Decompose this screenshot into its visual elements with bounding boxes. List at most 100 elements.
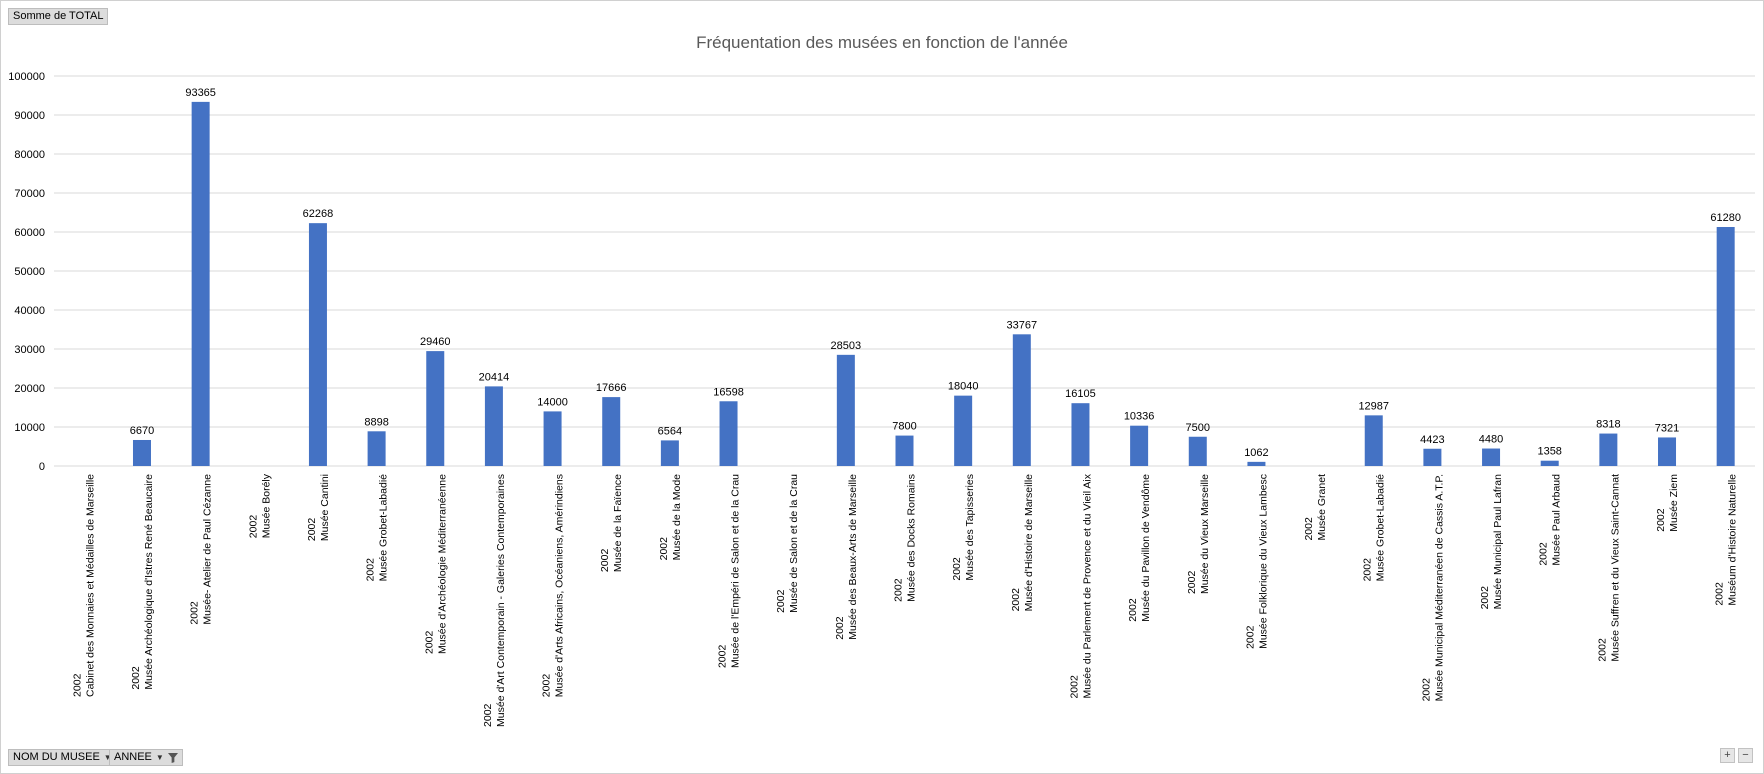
data-label: 8898 <box>364 416 388 428</box>
x-tick-name: Musée du Vieux Marseille <box>1199 474 1211 594</box>
x-tick-year: 2002 <box>1596 638 1608 662</box>
dropdown-arrow-icon: ▼ <box>155 753 164 762</box>
data-label: 7500 <box>1186 422 1210 434</box>
y-tick-label: 20000 <box>14 383 45 395</box>
x-tick-name: Musée des Beaux-Arts de Marseille <box>847 474 859 640</box>
chart-title: Fréquentation des musées en fonction de … <box>696 33 1068 52</box>
x-tick-year: 2002 <box>599 549 611 573</box>
y-tick-label: 50000 <box>14 266 45 278</box>
bar <box>1188 436 1207 466</box>
bars: 6670 93365 62268 8898 29460 20414 14000 17666 65… <box>130 87 1741 467</box>
value-field-button[interactable]: Somme de TOTAL <box>8 8 109 25</box>
x-tick-label: 2002 Musée des Beaux-Arts de Marseille <box>834 474 859 640</box>
x-tick-label: 2002 Musée Borély <box>247 473 272 538</box>
bar <box>895 435 914 466</box>
x-tick-label: 2002 Musée Archéologique d'Istres René Be… <box>130 474 155 690</box>
x-tick-name: Musée d'Arts Africains, Océaniens, Améri… <box>554 474 566 697</box>
y-tick-label: 0 <box>39 461 45 473</box>
x-tick-year: 2002 <box>365 558 377 582</box>
bar <box>954 395 973 466</box>
data-label: 28503 <box>831 340 862 352</box>
bar <box>308 223 327 466</box>
bar <box>1130 425 1149 466</box>
x-tick-name: Musée Municipal Méditerranéen de Cassis … <box>1433 474 1445 701</box>
x-tick-year: 2002 <box>1068 675 1080 699</box>
x-tick-label: 2002 Musée du Parlement de Provence et du… <box>1068 473 1093 698</box>
x-tick-name: Musée d'Histoire de Marseille <box>1023 474 1035 612</box>
bar <box>1423 448 1442 466</box>
x-tick-label: 2002 Cabinet des Monnaies et Médailles de… <box>71 474 96 697</box>
x-tick-label: 2002 Musée Granet <box>1303 474 1328 541</box>
bar <box>660 440 679 466</box>
x-tick-year: 2002 <box>1479 586 1491 610</box>
x-tick-label: 2002 Musée- Atelier de Paul Cézanne <box>189 474 214 625</box>
x-tick-year: 2002 <box>71 673 83 697</box>
x-tick-year: 2002 <box>1420 678 1432 702</box>
value-field-label: Somme de TOTAL <box>13 10 104 22</box>
x-tick-year: 2002 <box>1244 625 1256 649</box>
x-tick-year: 2002 <box>423 631 435 655</box>
x-tick-year: 2002 <box>658 537 670 561</box>
bar <box>191 101 210 467</box>
data-label: 10336 <box>1124 411 1155 423</box>
data-label: 18040 <box>948 381 979 393</box>
y-tick-label: 60000 <box>14 227 45 239</box>
dropdown-arrow-icon: ▼ <box>103 753 112 762</box>
filter-button-year[interactable]: ANNEE ▼ <box>109 749 183 766</box>
x-tick-year: 2002 <box>951 557 963 581</box>
x-tick-name: Musée du Pavillon de Vendôme <box>1140 474 1152 622</box>
filter-label-museum: NOM DU MUSEE <box>13 751 100 763</box>
data-label: 62268 <box>303 208 334 220</box>
data-label: 16105 <box>1065 388 1096 400</box>
x-tick-label: 2002 Musée Ziem <box>1655 474 1680 532</box>
x-tick-year: 2002 <box>130 666 142 690</box>
x-tick-year: 2002 <box>1362 558 1374 582</box>
y-axis: 0 10000 20000 30000 40000 50000 60000 70000 8000… <box>8 71 45 473</box>
x-tick-label: 2002 Musée de l'Empéri de Salon et de la … <box>717 474 742 668</box>
x-tick-label: 2002 Musée Folklorique du Vieux Lambesc <box>1244 474 1269 649</box>
x-axis: 2002 Cabinet des Monnaies et Médailles de… <box>71 473 1738 727</box>
filter-funnel-icon <box>167 752 178 763</box>
bar <box>426 351 445 466</box>
x-tick-name: Musée Municipal Paul Lafran <box>1492 474 1504 610</box>
x-tick-name: Musée du Parlement de Provence et du Vie… <box>1081 473 1093 698</box>
x-tick-year: 2002 <box>1010 588 1022 612</box>
x-tick-year: 2002 <box>775 589 787 613</box>
bar <box>1658 437 1677 466</box>
x-tick-label: 2002 Musée de la Mode <box>658 474 683 561</box>
x-tick-name: Musée des Tapisseries <box>964 474 976 581</box>
x-tick-label: 2002 Musée Municipal Paul Lafran <box>1479 474 1504 610</box>
zoom-in-button[interactable]: + <box>1720 748 1735 763</box>
data-label: 1062 <box>1244 447 1268 459</box>
bar <box>484 386 503 466</box>
x-tick-label: 2002 Muséum d'Histoire Naturelle <box>1714 474 1739 606</box>
x-tick-label: 2002 Musée Grobet-Labadié <box>365 474 390 582</box>
x-tick-year: 2002 <box>189 601 201 625</box>
x-tick-name: Musée Folklorique du Vieux Lambesc <box>1257 474 1269 649</box>
x-tick-label: 2002 Musée Paul Arbaud <box>1538 474 1563 566</box>
bar <box>1540 460 1559 466</box>
bar <box>602 397 621 466</box>
x-tick-year: 2002 <box>893 578 905 602</box>
data-label: 12987 <box>1358 400 1389 412</box>
x-tick-year: 2002 <box>1127 598 1139 622</box>
data-label: 61280 <box>1710 212 1741 224</box>
x-tick-year: 2002 <box>1714 582 1726 606</box>
data-label: 4423 <box>1420 434 1444 446</box>
x-tick-year: 2002 <box>717 645 729 669</box>
data-label: 1358 <box>1537 446 1561 458</box>
bar <box>836 354 855 466</box>
x-tick-label: 2002 Musée d'Histoire de Marseille <box>1010 474 1035 612</box>
filter-button-museum[interactable]: NOM DU MUSEE ▼ <box>8 749 117 766</box>
bar <box>1716 227 1735 466</box>
x-tick-year: 2002 <box>1303 517 1315 541</box>
x-tick-label: 2002 Musée d'Arts Africains, Océaniens, A… <box>541 474 566 697</box>
data-label: 14000 <box>537 396 568 408</box>
bar <box>1599 433 1618 466</box>
x-tick-label: 2002 Musée de Salon et de la Crau <box>775 474 800 613</box>
data-label: 16598 <box>713 386 744 398</box>
zoom-out-button[interactable]: − <box>1738 748 1753 763</box>
gridlines <box>54 75 1755 467</box>
